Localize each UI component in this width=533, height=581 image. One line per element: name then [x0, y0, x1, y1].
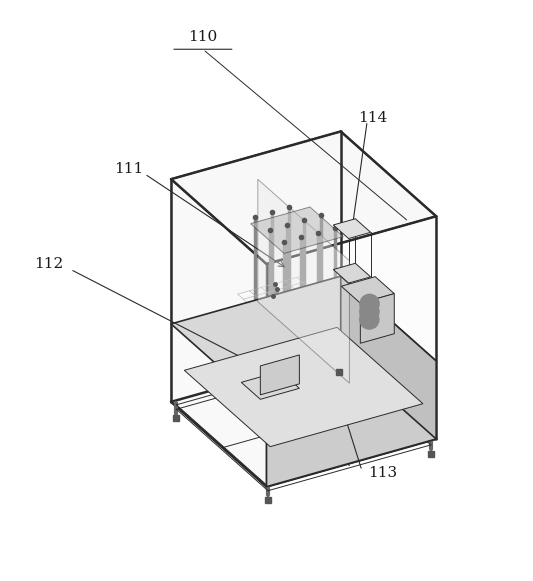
- Polygon shape: [341, 277, 394, 303]
- Polygon shape: [171, 276, 436, 409]
- Polygon shape: [333, 263, 370, 283]
- Polygon shape: [251, 207, 343, 253]
- Circle shape: [360, 310, 379, 329]
- Circle shape: [360, 295, 379, 313]
- Text: 113: 113: [369, 467, 398, 480]
- Text: 111: 111: [114, 162, 143, 175]
- Polygon shape: [258, 180, 350, 383]
- Polygon shape: [341, 276, 436, 439]
- Text: 114: 114: [358, 111, 387, 125]
- Polygon shape: [241, 371, 300, 399]
- Polygon shape: [360, 293, 394, 343]
- Polygon shape: [184, 327, 423, 447]
- Polygon shape: [266, 216, 436, 487]
- Circle shape: [360, 302, 379, 321]
- Polygon shape: [333, 219, 370, 239]
- Text: 112: 112: [35, 257, 64, 271]
- Polygon shape: [171, 179, 266, 487]
- Polygon shape: [171, 131, 436, 264]
- Polygon shape: [260, 355, 300, 395]
- Polygon shape: [266, 361, 436, 487]
- Text: 110: 110: [188, 30, 217, 44]
